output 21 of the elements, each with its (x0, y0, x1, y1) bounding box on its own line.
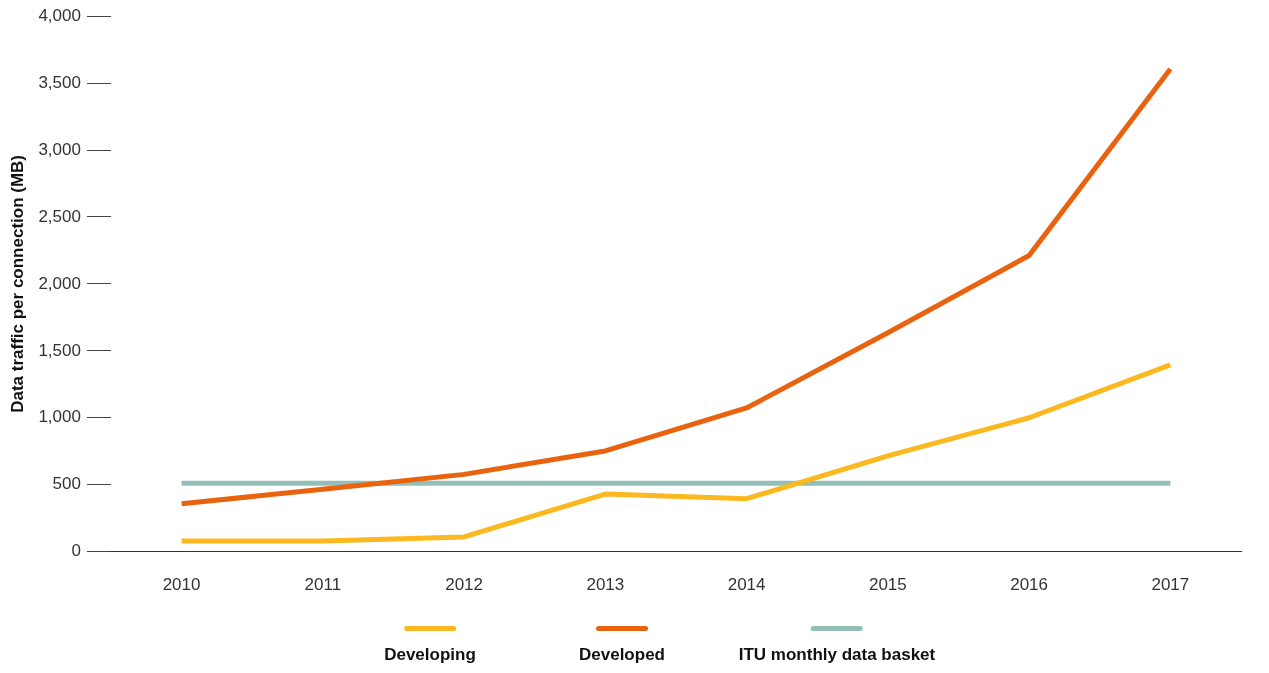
x-tick-label: 2014 (727, 575, 766, 595)
x-tick-label: 2010 (162, 575, 201, 595)
y-tick-label: 3,500 (38, 72, 81, 92)
y-tick-label: 2,000 (38, 273, 81, 293)
x-tick-label: 2011 (304, 575, 342, 595)
y-tick-label: 3,000 (38, 139, 81, 159)
legend-label: ITU monthly data basket (738, 645, 936, 665)
legend-label: Developed (579, 645, 665, 665)
y-tick-label: 1,500 (38, 340, 81, 360)
y-axis-title: Data traffic per connection (MB) (7, 154, 27, 413)
y-tick-label: 500 (52, 474, 81, 494)
x-tick-label: 2016 (1010, 575, 1049, 595)
y-tick-label: 1,000 (38, 407, 81, 427)
y-tick-label: 2,500 (38, 206, 81, 226)
legend-label: Developing (384, 645, 476, 665)
y-tick-label: 0 (71, 541, 81, 561)
x-tick-label: 2017 (1151, 575, 1190, 595)
y-tick-label: 4,000 (38, 5, 81, 25)
x-tick-label: 2013 (586, 575, 625, 595)
x-tick-label: 2012 (445, 575, 483, 595)
x-tick-label: 2015 (868, 575, 907, 595)
